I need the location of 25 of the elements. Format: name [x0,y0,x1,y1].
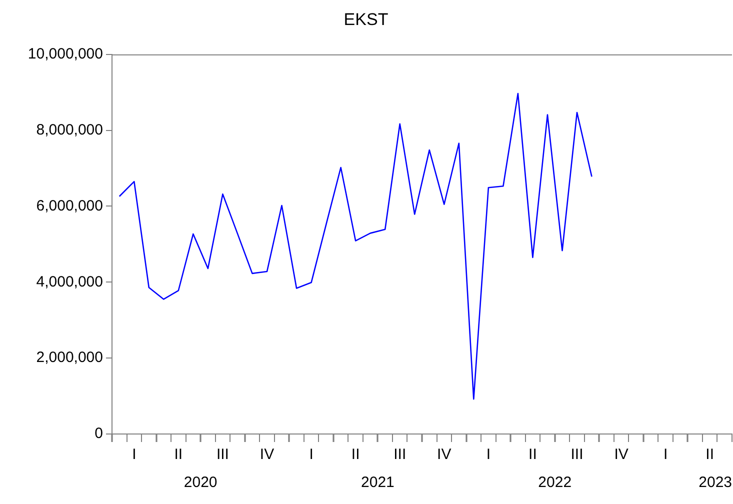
x-tick-label: III [570,446,584,464]
x-tick-label: I [486,446,491,464]
text: 2020 [184,474,218,491]
text: 2023 [698,474,732,491]
x-tick-label: II [351,446,360,464]
text: 2021 [361,474,394,491]
chart-title: EKST [344,10,388,29]
x-tick-label: I [132,446,136,464]
y-tick-label: 6,000,000 [36,197,103,214]
y-tick-label: 8,000,000 [36,121,103,138]
x-tick-label: IV [437,446,452,464]
y-tick-label: 2,000,000 [36,349,103,366]
y-tick-label: 10,000,000 [28,46,103,63]
text: 2022 [538,474,572,491]
x-tick-label: IV [614,446,628,464]
x-tick-label: IV [260,446,274,464]
x-tick-label: III [394,446,406,464]
x-tick-label: II [528,446,537,464]
x-tick-label: I [663,446,668,464]
x-tick-label: II [174,446,183,464]
y-tick-label: 4,000,000 [36,273,103,290]
x-tick-label: I [309,446,314,464]
y-tick-label: 0 [94,425,103,442]
x-tick-label: II [706,446,714,464]
x-tick-label: III [216,446,229,464]
